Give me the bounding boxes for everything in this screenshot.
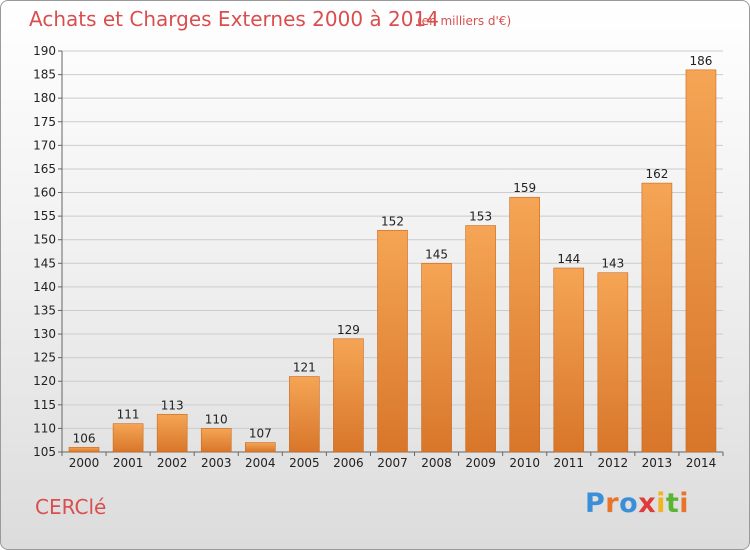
bar	[200, 428, 232, 453]
chart-title: Achats et Charges Externes 2000 à 2014	[29, 7, 439, 31]
bar-value-label: 144	[557, 252, 580, 266]
x-tick-label: 2006	[333, 456, 364, 470]
y-tick-label: 110	[33, 421, 56, 435]
y-tick-label: 180	[33, 91, 56, 105]
bar	[156, 413, 188, 453]
y-tick-label: 130	[33, 327, 56, 341]
bar-value-label: 111	[117, 408, 140, 422]
chart-subtitle: (en milliers d'€)	[417, 14, 512, 28]
bar	[685, 69, 717, 453]
bar-value-label: 106	[73, 431, 96, 445]
x-tick-label: 2014	[686, 456, 717, 470]
bar	[641, 182, 673, 453]
logo-letter: r	[605, 488, 620, 519]
logo-letter: i	[656, 488, 666, 519]
bar-value-label: 152	[381, 214, 404, 228]
x-tick-label: 2011	[553, 456, 584, 470]
bar-value-label: 121	[293, 361, 316, 375]
x-tick-label: 2013	[642, 456, 673, 470]
x-tick-label: 2007	[377, 456, 408, 470]
y-tick-label: 125	[33, 351, 56, 365]
x-tick-label: 2000	[69, 456, 100, 470]
logo-letter: i	[679, 488, 690, 519]
y-tick-label: 140	[33, 280, 56, 294]
x-tick-label: 2010	[509, 456, 540, 470]
x-tick-label: 2008	[421, 456, 452, 470]
x-tick-label: 2012	[598, 456, 629, 470]
y-tick-label: 145	[33, 256, 56, 270]
bar-value-label: 162	[645, 167, 668, 181]
x-tick-label: 2001	[113, 456, 144, 470]
y-tick-label: 185	[33, 68, 56, 82]
bar-value-label: 110	[205, 412, 228, 426]
bar	[112, 423, 144, 453]
logo-letter: t	[665, 488, 680, 519]
bar	[509, 196, 541, 453]
bar	[553, 267, 585, 453]
commune-name: CERClé	[35, 495, 107, 519]
proxiti-logo: Proxiti	[585, 488, 689, 519]
bar	[333, 338, 364, 453]
y-tick-label: 150	[33, 233, 56, 247]
labels: 105 110 115 120 125 130 135 140 145 150 155 160 165 1…	[33, 44, 716, 470]
logo-letter: x	[638, 488, 657, 519]
y-tick-label: 165	[33, 162, 56, 176]
y-tick-label: 190	[33, 44, 56, 58]
y-tick-label: 160	[33, 186, 56, 200]
bar-value-label: 129	[337, 323, 360, 337]
x-tick-label: 2003	[201, 456, 232, 470]
bar	[465, 225, 496, 453]
x-tick-label: 2005	[289, 456, 320, 470]
bar-value-label: 153	[469, 210, 492, 224]
x-tick-label: 2004	[245, 456, 276, 470]
bar-value-label: 113	[161, 398, 184, 412]
bar-value-label: 145	[425, 247, 448, 261]
y-tick-label: 170	[33, 138, 56, 152]
bar	[289, 376, 320, 453]
bar-value-label: 159	[513, 181, 536, 195]
bar-value-label: 143	[601, 257, 624, 271]
y-tick-label: 135	[33, 303, 56, 317]
bar	[421, 262, 452, 453]
y-tick-label: 115	[33, 398, 56, 412]
bar	[377, 229, 408, 453]
bar	[597, 272, 629, 453]
bar-value-label: 107	[249, 427, 272, 441]
y-tick-label: 175	[33, 115, 56, 129]
bar	[245, 442, 276, 453]
bar-value-label: 186	[690, 54, 713, 68]
y-tick-label: 105	[33, 445, 56, 459]
x-tick-label: 2009	[465, 456, 496, 470]
y-tick-label: 120	[33, 374, 56, 388]
x-tick-label: 2002	[157, 456, 188, 470]
bar	[68, 446, 100, 453]
logo-letter: o	[619, 488, 639, 519]
y-tick-label: 155	[33, 209, 56, 223]
logo-letter: P	[585, 488, 606, 519]
bars	[68, 69, 717, 453]
